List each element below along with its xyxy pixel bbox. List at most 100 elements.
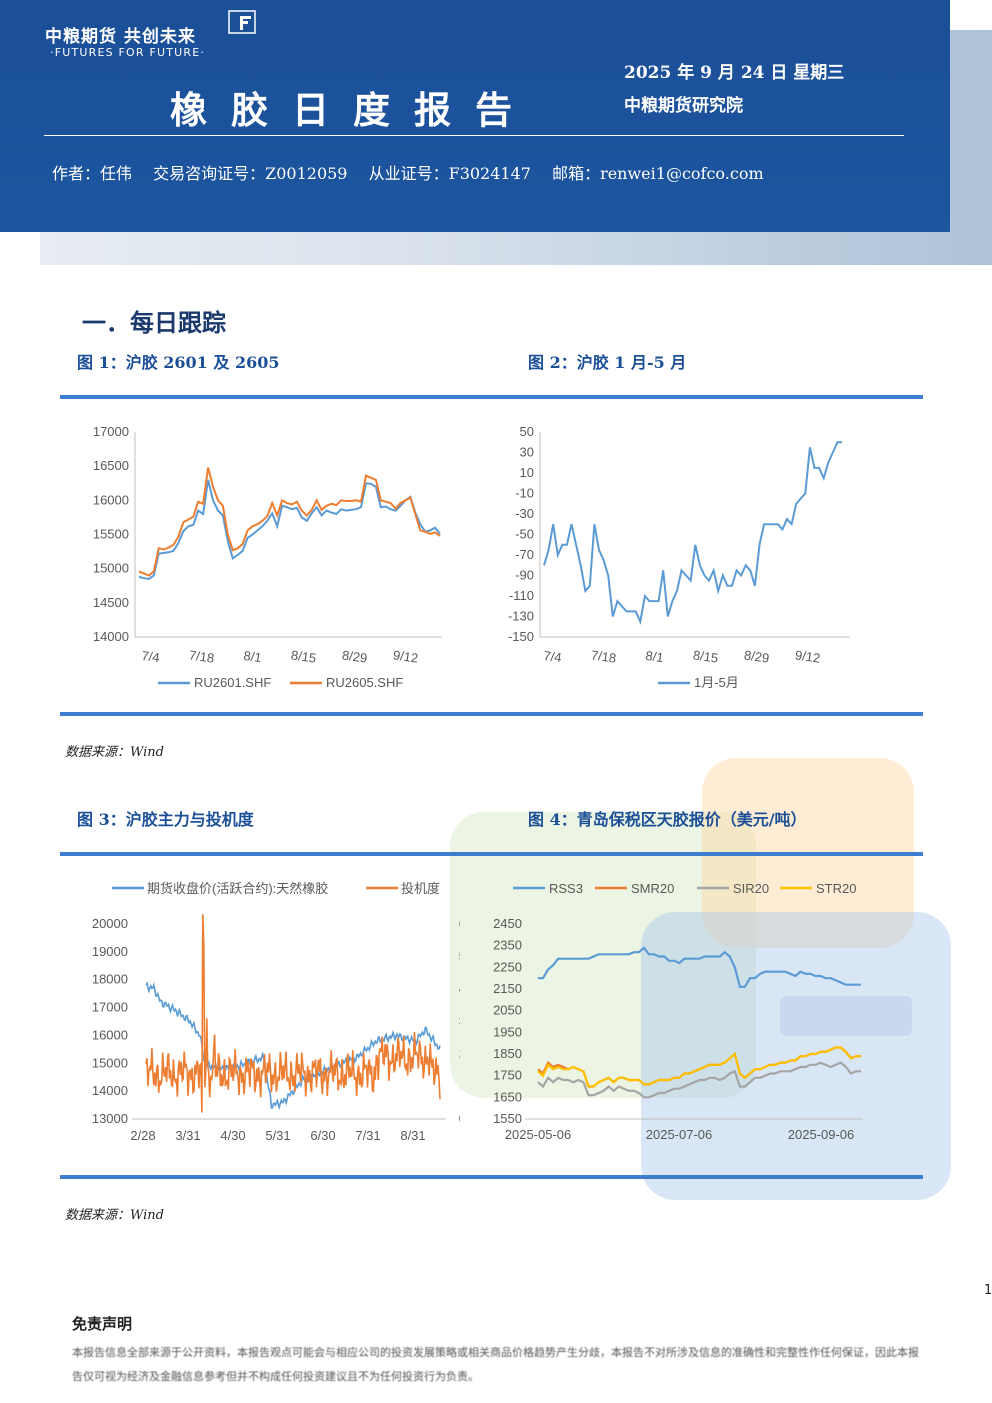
y-tick-label: 2450 — [493, 916, 522, 931]
decor-overlay-blue — [641, 912, 951, 1200]
y-tick-label: -150 — [508, 629, 534, 644]
legend-label-0: RU2601.SHF — [194, 675, 271, 690]
y-left-tick-label: 17000 — [92, 1000, 128, 1015]
series-line-0 — [138, 479, 441, 580]
x-tick-label: 2025-07-06 — [646, 1127, 713, 1142]
y-tick-label: 50 — [520, 424, 534, 439]
series-line-speculation — [145, 914, 441, 1113]
chart-fig3: 20000 19000 18000 17000 16000 15000 14000 13000… — [92, 881, 460, 1143]
y-left-tick-label: 19000 — [92, 944, 128, 959]
x-tick-label: 8/1 — [645, 648, 665, 665]
y-tick-label: -110 — [509, 588, 534, 603]
series-line-price — [145, 981, 441, 1110]
y-tick-label: 2250 — [493, 959, 522, 974]
x-tick-label: 7/4 — [141, 648, 161, 665]
legend-label-1: RU2605.SHF — [326, 675, 403, 690]
y-right-tick-label: 2 — [459, 1046, 460, 1061]
series-line-3 — [537, 1046, 861, 1088]
y-tick-label: -50 — [515, 527, 534, 542]
y-tick-label: 1850 — [493, 1046, 522, 1061]
disclaimer-text: 本报告信息全部来源于公开资料，本报告观点可能会与相应公司的投资发展策略或相关商品… — [72, 1346, 919, 1383]
decor-overlay-box — [780, 996, 912, 1036]
header-divider — [44, 135, 904, 136]
author-name: 作者：任伟 — [52, 164, 133, 183]
x-tick-label: 3/31 — [175, 1128, 200, 1143]
y-tick-label: 14500 — [93, 595, 129, 610]
y-tick-label: 1650 — [493, 1089, 522, 1104]
x-tick-label: 2025-09-06 — [788, 1127, 855, 1142]
chart-fig1: 17000 16500 16000 15500 15000 14500 14000 7/4 7/… — [93, 424, 442, 690]
institute-name: 中粮期货研究院 — [624, 96, 743, 116]
y-left-tick-label: 13000 — [92, 1111, 128, 1126]
y-tick-label: 16000 — [93, 492, 129, 507]
figure4-title: 图 4：青岛保税区天胶报价（美元/吨） — [528, 810, 807, 829]
author-line: 作者：任伟 交易咨询证号：Z0012059 从业证号：F3024147 邮箱：r… — [52, 160, 780, 184]
y-tick-label: 10 — [520, 465, 534, 480]
legend-label-0: 期货收盘价(活跃合约):天然橡胶 — [147, 881, 328, 896]
x-tick-label: 4/30 — [220, 1128, 245, 1143]
logo-text-cn: 中粮期货 共创未来 — [45, 27, 196, 47]
x-tick-label: 9/12 — [794, 647, 821, 665]
y-tick-label: 15000 — [93, 561, 129, 576]
x-tick-label: 8/29 — [341, 647, 368, 665]
data-source-1: 数据来源：Wind — [65, 745, 164, 760]
y-right-tick-label: 1 — [459, 1079, 460, 1094]
x-tick-label: 5/31 — [265, 1128, 290, 1143]
series-line-0 — [543, 441, 842, 625]
y-tick-label: -90 — [515, 568, 534, 583]
series-line-1 — [138, 467, 441, 577]
y-tick-label: 2050 — [493, 1003, 522, 1018]
legend-label-0: RSS3 — [549, 881, 583, 896]
y-right-tick-label: 5 — [459, 949, 460, 964]
x-tick-label: 6/30 — [310, 1128, 335, 1143]
y-tick-label: 14000 — [93, 629, 129, 644]
section-title: 一．每日跟踪 — [82, 308, 226, 337]
y-tick-label: 30 — [520, 445, 534, 460]
chart-fig4: 2450 2350 2250 2150 2050 1950 1850 1750 1650 1550… — [493, 881, 863, 1142]
x-tick-label: 8/29 — [743, 647, 770, 665]
x-tick-label: 8/15 — [692, 647, 719, 665]
legend-label-2: SIR20 — [733, 881, 769, 896]
y-right-tick-label: 3 — [459, 1014, 460, 1029]
figure-row1-top-bar — [60, 395, 923, 399]
practice-license: 从业证号：F3024147 — [368, 164, 531, 183]
y-tick-label: 17000 — [93, 424, 129, 439]
x-tick-label: 7/4 — [543, 648, 563, 665]
y-left-tick-label: 16000 — [92, 1027, 128, 1042]
y-tick-label: -30 — [515, 506, 534, 521]
header-tab — [934, 0, 950, 40]
chart-fig2: 50 30 10 -10 -30 -50 -70 -90 -110 -130 -150 7/4 7/18… — [508, 424, 850, 690]
legend-label-3: STR20 — [816, 881, 856, 896]
figure3-title: 图 3：沪胶主力与投机度 — [77, 810, 254, 829]
logo-icon — [228, 10, 256, 34]
legend-label-1: SMR20 — [631, 881, 674, 896]
disclaimer-title: 免责声明 — [72, 1315, 133, 1333]
x-tick-label: 8/1 — [243, 648, 263, 665]
figure-row2-top-bar — [60, 852, 923, 856]
trading-license: 交易咨询证号：Z0012059 — [153, 164, 348, 183]
y-tick-label: 15500 — [93, 527, 129, 542]
logo-text-en: ·FUTURES FOR FUTURE· — [50, 46, 206, 59]
y-tick-label: 16500 — [93, 458, 129, 473]
series-line-2 — [537, 1061, 861, 1099]
x-tick-label: 7/18 — [590, 647, 617, 665]
x-tick-label: 7/31 — [355, 1128, 380, 1143]
y-right-tick-label: 0 — [459, 1111, 460, 1126]
x-tick-label: 9/12 — [392, 647, 419, 665]
y-tick-label: -70 — [515, 547, 534, 562]
y-tick-label: 1550 — [493, 1111, 522, 1126]
report-title: 橡胶日度报告 — [170, 88, 536, 132]
y-left-tick-label: 14000 — [92, 1083, 128, 1098]
y-left-tick-label: 20000 — [92, 916, 128, 931]
figure-row2-bottom-bar — [60, 1175, 923, 1179]
y-tick-label: 2150 — [493, 981, 522, 996]
legend-label-1: 投机度 — [401, 881, 440, 896]
y-tick-label: 2350 — [493, 938, 522, 953]
figure-row1-bottom-bar — [60, 712, 923, 716]
x-tick-label: 8/15 — [290, 647, 317, 665]
legend-label-0: 1月-5月 — [694, 675, 739, 690]
figure2-title: 图 2：沪胶 1 月-5 月 — [528, 353, 687, 372]
figure1-title: 图 1：沪胶 2601 及 2605 — [77, 353, 280, 372]
y-right-tick-label: 6 — [459, 916, 460, 931]
y-tick-label: 1750 — [493, 1068, 522, 1083]
